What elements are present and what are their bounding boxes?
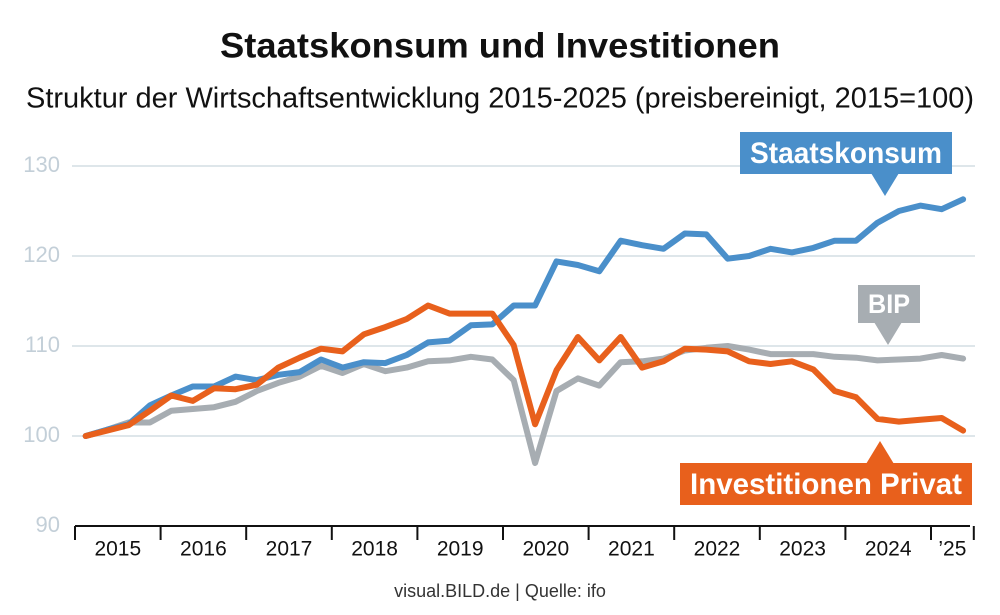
source: visual.BILD.de | Quelle: ifo: [394, 581, 606, 601]
legend-label: BIP: [868, 289, 910, 319]
series-line: [82, 196, 967, 439]
callout-arrow: [871, 173, 899, 196]
x-tick-label: 2024: [865, 538, 912, 561]
x-tick-label: 2022: [694, 538, 741, 561]
x-tick-label: 2017: [266, 538, 313, 561]
x-tick-label: 2023: [779, 538, 826, 561]
y-tick-label: 120: [23, 242, 60, 267]
callout-box: [680, 463, 972, 505]
x-tick-label: 2019: [437, 538, 484, 561]
x-tick-label: 2021: [608, 538, 655, 561]
y-tick-label: 90: [36, 512, 60, 537]
callout-arrow: [874, 322, 902, 345]
series-line: [82, 302, 967, 439]
x-tick-label: 2015: [94, 538, 141, 561]
legend-label: Investitionen Privat: [690, 468, 962, 501]
callout-box: [858, 285, 920, 323]
y-tick-label: 110: [25, 332, 60, 357]
series-line: [82, 343, 967, 466]
chart-subtitle: Struktur der Wirtschaftsentwicklung 2015…: [26, 83, 974, 115]
callout-box: [740, 132, 952, 174]
x-tick-label: 2018: [351, 538, 398, 561]
y-tick-label: 130: [23, 152, 60, 177]
x-tick-label: 2020: [522, 538, 569, 561]
y-tick-label: 100: [23, 422, 60, 447]
chart-title: Staatskonsum und Investitionen: [220, 26, 780, 65]
x-tick-label: 2016: [180, 538, 227, 561]
legend-label: Staatskonsum: [750, 137, 942, 170]
callout-arrow: [866, 441, 894, 464]
x-tick-label: ’25: [938, 538, 966, 561]
